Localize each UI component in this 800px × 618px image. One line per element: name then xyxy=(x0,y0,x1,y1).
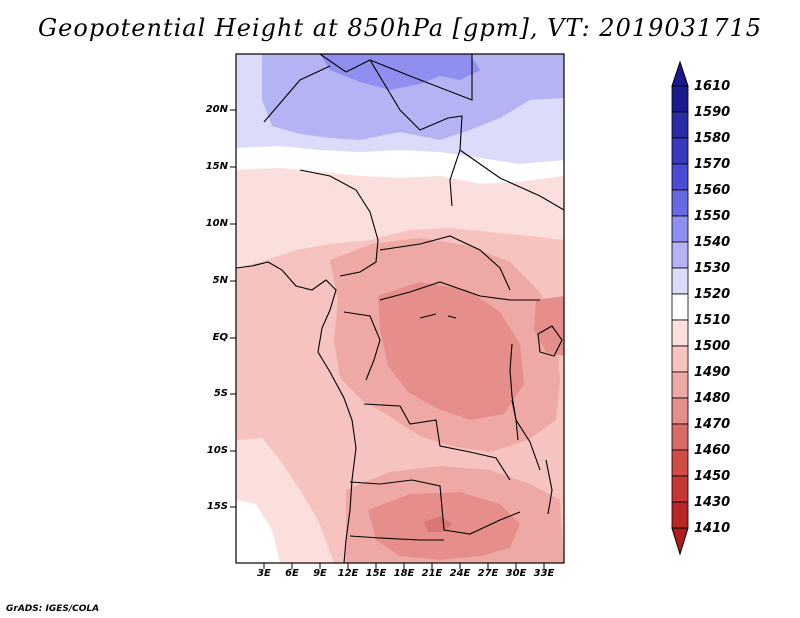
lat-label-5n: 5N xyxy=(212,275,228,286)
angola-zambia-border xyxy=(349,479,445,531)
field-1510 xyxy=(236,146,564,184)
map-frame xyxy=(235,53,565,564)
colorbar-label-1570: 1570 xyxy=(694,157,731,172)
lake-malawi xyxy=(545,459,553,515)
lat-label-eq: EQ xyxy=(212,332,228,343)
colorbar-label-1550: 1550 xyxy=(694,209,731,224)
field-1480 xyxy=(378,282,524,420)
colorbar-label-1480: 1480 xyxy=(694,391,731,406)
colorbar-label-1460: 1460 xyxy=(694,443,731,458)
colorbar-bottom-arrow xyxy=(671,527,689,556)
nigeria-border xyxy=(299,169,379,277)
lon-label-27e: 27E xyxy=(477,568,499,579)
field-1500-north xyxy=(236,168,564,268)
congo-border xyxy=(343,311,381,381)
lake-victoria xyxy=(537,325,563,357)
colorbar-label-1520: 1520 xyxy=(694,287,731,302)
drc-north-border xyxy=(379,281,540,301)
tana-congo-lakes xyxy=(419,313,457,319)
zambia-border xyxy=(443,511,521,535)
car-border xyxy=(379,235,511,291)
colorbar-label-1610: 1610 xyxy=(694,79,731,94)
lon-label-30e: 30E xyxy=(505,568,527,579)
software-credit: GrADS: IGES/COLA xyxy=(6,604,100,614)
axis-ticks xyxy=(230,109,545,569)
colorbar-label-1450: 1450 xyxy=(694,469,731,484)
lat-label-20n: 20N xyxy=(205,104,228,115)
namibia-border xyxy=(349,535,444,541)
lat-label-15s: 15S xyxy=(206,501,228,512)
coastlines-borders xyxy=(236,54,564,563)
lon-label-3e: 3E xyxy=(257,568,271,579)
field-1510-southwest xyxy=(236,500,280,563)
lat-label-15n: 15N xyxy=(205,161,228,172)
chad-border xyxy=(369,59,463,207)
colorbar-label-1540: 1540 xyxy=(694,235,731,250)
libya-border xyxy=(319,54,473,101)
colorbar-label-1430: 1430 xyxy=(694,495,731,510)
colorbar-label-1530: 1530 xyxy=(694,261,731,276)
colorbar-label-1590: 1590 xyxy=(694,105,731,120)
colorbar-label-1500: 1500 xyxy=(694,339,731,354)
field-1470-south xyxy=(424,516,452,532)
lat-label-10s: 10S xyxy=(206,445,228,456)
colorbar-label-1510: 1510 xyxy=(694,313,731,328)
colorbar-label-1560: 1560 xyxy=(694,183,731,198)
colorbar-top-arrow xyxy=(671,60,689,87)
lon-label-15e: 15E xyxy=(365,568,387,579)
lon-label-6e: 6E xyxy=(285,568,299,579)
lon-label-33e: 33E xyxy=(533,568,555,579)
lake-tanganyika xyxy=(511,399,519,441)
field-1480-east xyxy=(534,296,564,356)
colorbar-label-1490: 1490 xyxy=(694,365,731,380)
lat-label-5s: 5S xyxy=(213,388,228,399)
height-field xyxy=(236,54,564,563)
lat-label-10n: 10N xyxy=(205,218,228,229)
colorbar-label-1580: 1580 xyxy=(694,131,731,146)
chart-title: Geopotential Height at 850hPa [gpm], VT:… xyxy=(38,14,762,42)
colorbar-label-1470: 1470 xyxy=(694,417,731,432)
west-african-coast xyxy=(236,261,357,563)
colorbar xyxy=(671,60,689,556)
niger-border xyxy=(263,65,331,123)
lon-label-21e: 21E xyxy=(421,568,443,579)
drc-south-border xyxy=(363,403,511,481)
colorbar-label-1410: 1410 xyxy=(694,521,731,536)
sudan-border xyxy=(459,149,564,211)
lon-label-18e: 18E xyxy=(393,568,415,579)
field-1530 xyxy=(262,54,564,140)
lon-label-9e: 9E xyxy=(313,568,327,579)
lon-label-24e: 24E xyxy=(449,568,471,579)
lon-label-12e: 12E xyxy=(337,568,359,579)
